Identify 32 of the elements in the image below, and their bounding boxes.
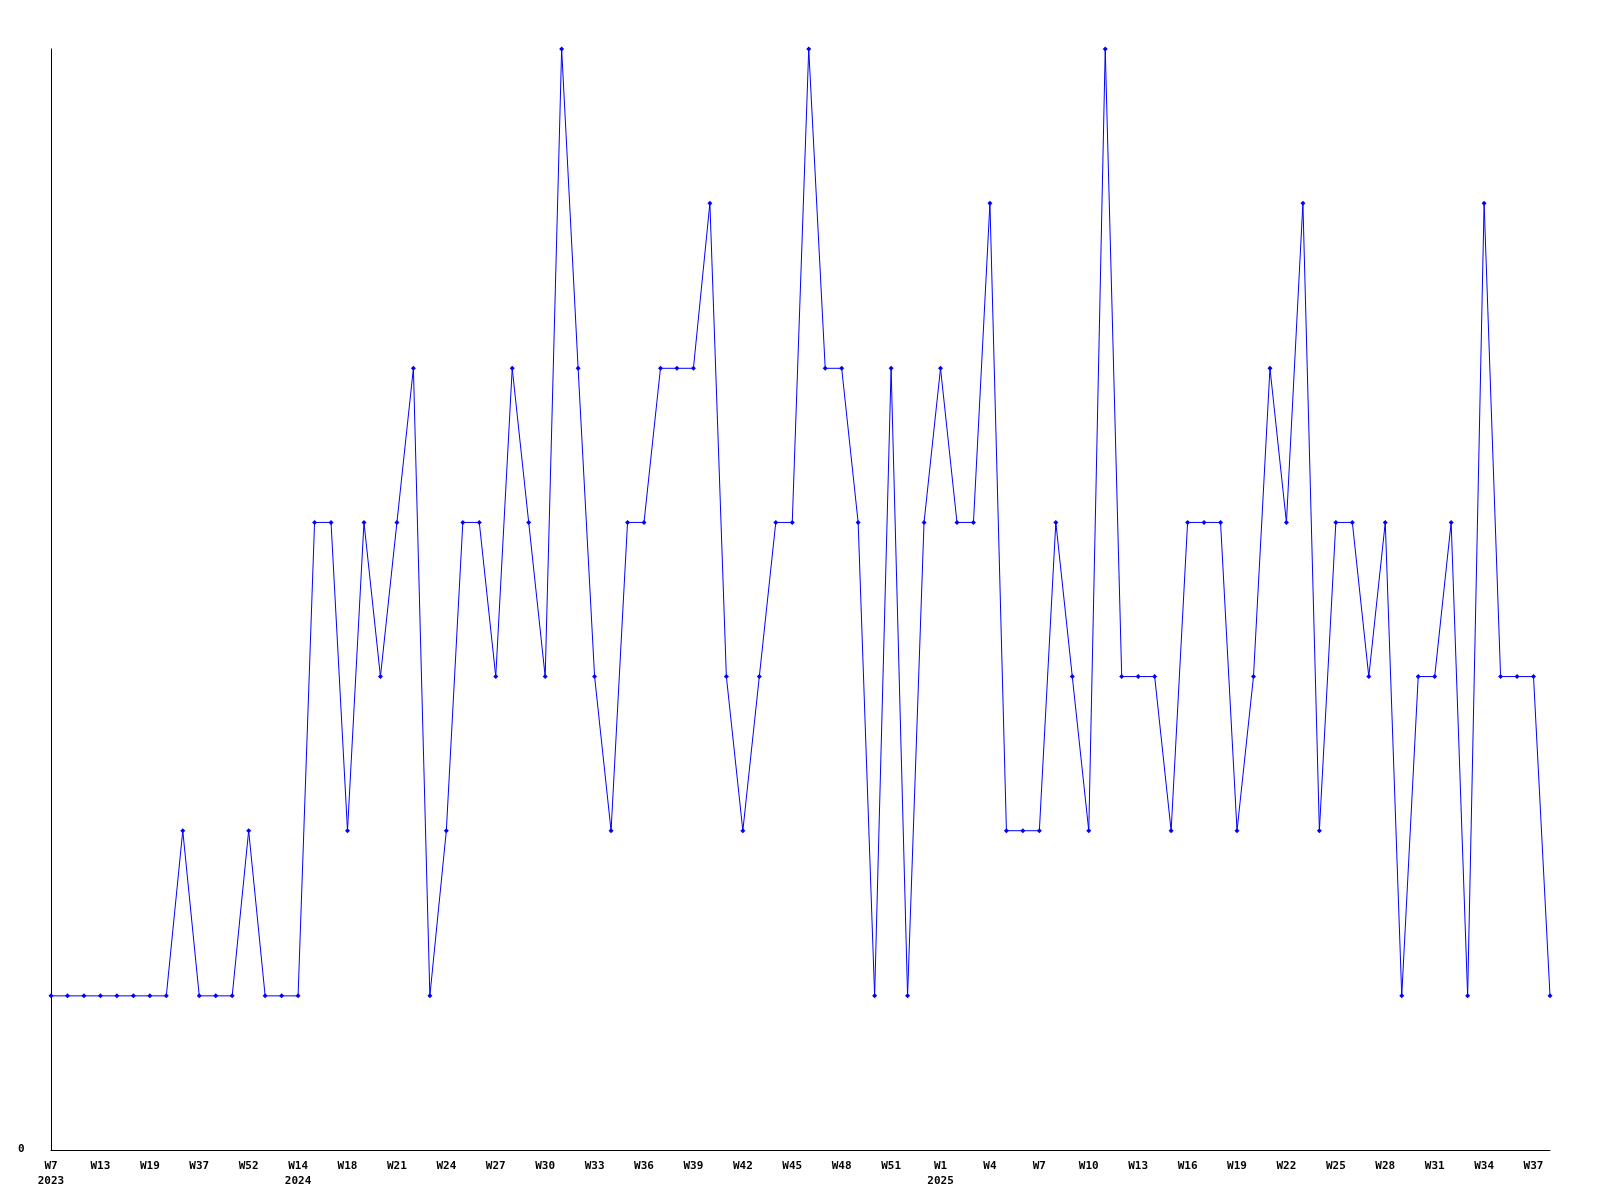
x-tick-label: W48 xyxy=(831,1159,852,1172)
x-tick-label: W1 2025 xyxy=(927,1159,954,1187)
x-tick-label: W21 xyxy=(386,1159,408,1172)
x-tick-label: W37 xyxy=(1523,1159,1544,1172)
x-tick-label: W28 xyxy=(1375,1159,1396,1172)
x-tick-label: W25 xyxy=(1325,1159,1346,1172)
x-tick-label: W18 xyxy=(337,1159,358,1172)
x-tick-label: W7 xyxy=(1032,1159,1046,1172)
x-tick-label: W24 xyxy=(436,1159,457,1172)
x-tick-label: W42 xyxy=(732,1159,753,1172)
x-tick-label: W39 xyxy=(683,1159,704,1172)
x-tick-label: W19 xyxy=(1227,1159,1247,1172)
x-tick-label: W10 xyxy=(1078,1159,1099,1172)
x-tick-label: W51 xyxy=(881,1159,902,1172)
x-tick-label: W37 xyxy=(189,1159,210,1172)
x-tick-label: W19 xyxy=(139,1159,160,1172)
x-tick-label: W27 xyxy=(485,1159,506,1172)
x-tick-label: W13 xyxy=(90,1159,111,1172)
text: 0 xyxy=(18,1142,25,1155)
x-tick-label: W7 2023 xyxy=(37,1159,65,1187)
x-tick-label: W45 xyxy=(782,1159,803,1172)
x-tick-label: W52 xyxy=(238,1159,259,1172)
x-tick-label: W14 2024 xyxy=(284,1159,312,1187)
x-tick-label: W33 xyxy=(584,1159,605,1172)
x-tick-label: W4 xyxy=(983,1159,997,1172)
x-tick-label: W16 xyxy=(1177,1159,1198,1172)
x-tick-label: W13 xyxy=(1128,1159,1149,1172)
x-tick-label: W30 xyxy=(535,1159,556,1172)
x-tick-label: W31 xyxy=(1424,1159,1445,1172)
x-tick-label: W36 xyxy=(634,1159,655,1172)
x-tick-label: W22 xyxy=(1276,1159,1297,1172)
x-tick-label: W34 xyxy=(1474,1159,1495,1172)
